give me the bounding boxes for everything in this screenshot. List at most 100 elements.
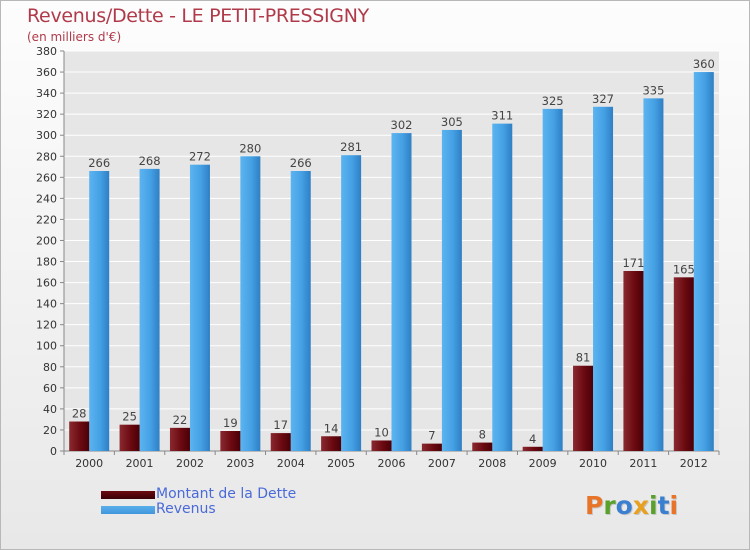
data-label-revenue: 280 [239, 141, 261, 155]
bar-debt [522, 446, 543, 451]
data-label-debt: 171 [622, 256, 644, 270]
bar-revenue [492, 123, 513, 451]
legend-swatch-revenue [101, 506, 155, 514]
data-label-revenue: 327 [592, 92, 614, 106]
bar-revenue [189, 164, 210, 451]
x-tick-label: 2012 [680, 457, 708, 470]
bar-revenue [593, 106, 614, 451]
x-tick-label: 2010 [579, 457, 607, 470]
bar-debt [623, 271, 644, 451]
bar-revenue [341, 155, 362, 452]
data-label-revenue: 266 [290, 156, 312, 170]
data-label-debt: 81 [576, 351, 591, 365]
bar-revenue [391, 133, 412, 451]
bar-debt [220, 431, 241, 451]
data-label-debt: 4 [529, 432, 536, 446]
y-tick-label: 260 [36, 171, 57, 184]
data-label-debt: 14 [324, 421, 339, 435]
x-tick-label: 2002 [176, 457, 204, 470]
x-tick-label: 2009 [529, 457, 557, 470]
bar-revenue [290, 171, 311, 451]
chart-title: Revenus/Dette - LE PETIT-PRESSIGNY [27, 5, 369, 27]
y-tick-label: 0 [50, 445, 57, 458]
x-tick-label: 2007 [428, 457, 456, 470]
bar-revenue [643, 98, 664, 452]
bar-revenue [441, 129, 462, 451]
legend-label-revenue: Revenus [156, 501, 216, 517]
y-tick-label: 160 [36, 277, 57, 290]
y-tick-label: 120 [36, 319, 57, 332]
bar-debt [119, 424, 140, 451]
bar-debt [69, 421, 90, 451]
bar-debt [472, 442, 493, 451]
data-label-revenue: 335 [642, 83, 664, 97]
y-tick-label: 200 [36, 234, 57, 247]
data-label-debt: 22 [173, 413, 188, 427]
legend-swatch-debt [101, 491, 155, 499]
x-tick-label: 2003 [226, 457, 254, 470]
y-tick-label: 280 [36, 150, 57, 163]
y-tick-label: 80 [43, 361, 57, 374]
bar-revenue [139, 168, 160, 452]
data-label-revenue: 302 [391, 118, 413, 132]
legend-label-debt: Montant de la Dette [156, 486, 297, 502]
bar-debt [321, 436, 342, 451]
logo-letter: i [649, 491, 658, 520]
data-label-revenue: 311 [491, 109, 513, 123]
y-tick-label: 360 [36, 66, 57, 79]
y-tick-label: 220 [36, 213, 57, 226]
x-tick-label: 2004 [277, 457, 305, 470]
y-tick-label: 180 [36, 256, 57, 269]
y-tick-label: 60 [43, 382, 57, 395]
y-tick-label: 380 [36, 45, 57, 58]
data-label-debt: 17 [273, 418, 288, 432]
data-label-debt: 7 [428, 429, 435, 443]
bar-revenue [693, 72, 714, 451]
data-label-debt: 8 [479, 428, 486, 442]
data-label-debt: 10 [374, 425, 389, 439]
bar-debt [169, 427, 190, 451]
data-label-revenue: 272 [189, 150, 211, 164]
data-label-revenue: 268 [139, 154, 161, 168]
bar-debt [421, 443, 442, 451]
bar-debt [371, 440, 392, 451]
x-tick-label: 2011 [629, 457, 657, 470]
y-tick-label: 300 [36, 129, 57, 142]
y-tick-label: 100 [36, 340, 57, 353]
x-tick-label: 2000 [75, 457, 103, 470]
y-tick-label: 20 [43, 424, 57, 437]
data-label-revenue: 325 [542, 94, 564, 108]
y-tick-label: 240 [36, 192, 57, 205]
y-tick-label: 140 [36, 298, 57, 311]
data-label-debt: 28 [72, 407, 87, 421]
data-label-revenue: 360 [693, 57, 715, 71]
logo-letter: r [603, 491, 616, 520]
logo-letter: o [615, 491, 633, 520]
proxiti-logo: Proxiti [585, 491, 678, 520]
data-label-revenue: 266 [88, 156, 110, 170]
bar-revenue [89, 171, 110, 451]
x-tick-label: 2001 [126, 457, 154, 470]
bar-debt [673, 277, 694, 451]
chart-subtitle: (en milliers d'€) [27, 30, 122, 44]
y-tick-label: 40 [43, 403, 57, 416]
y-tick-label: 320 [36, 108, 57, 121]
data-label-debt: 19 [223, 416, 238, 430]
x-tick-label: 2008 [478, 457, 506, 470]
bar-debt [270, 433, 291, 451]
logo-letter: P [585, 491, 604, 520]
data-label-debt: 25 [122, 410, 137, 424]
logo-letter: i [669, 491, 679, 520]
bar-debt [573, 365, 594, 451]
logo-letter: t [657, 491, 670, 520]
data-label-revenue: 281 [340, 140, 362, 154]
x-tick-label: 2006 [378, 457, 406, 470]
bar-revenue [240, 156, 261, 451]
data-label-debt: 165 [673, 262, 695, 276]
bar-revenue [542, 108, 563, 451]
x-tick-label: 2005 [327, 457, 355, 470]
data-label-revenue: 305 [441, 115, 463, 129]
y-tick-label: 340 [36, 87, 57, 100]
